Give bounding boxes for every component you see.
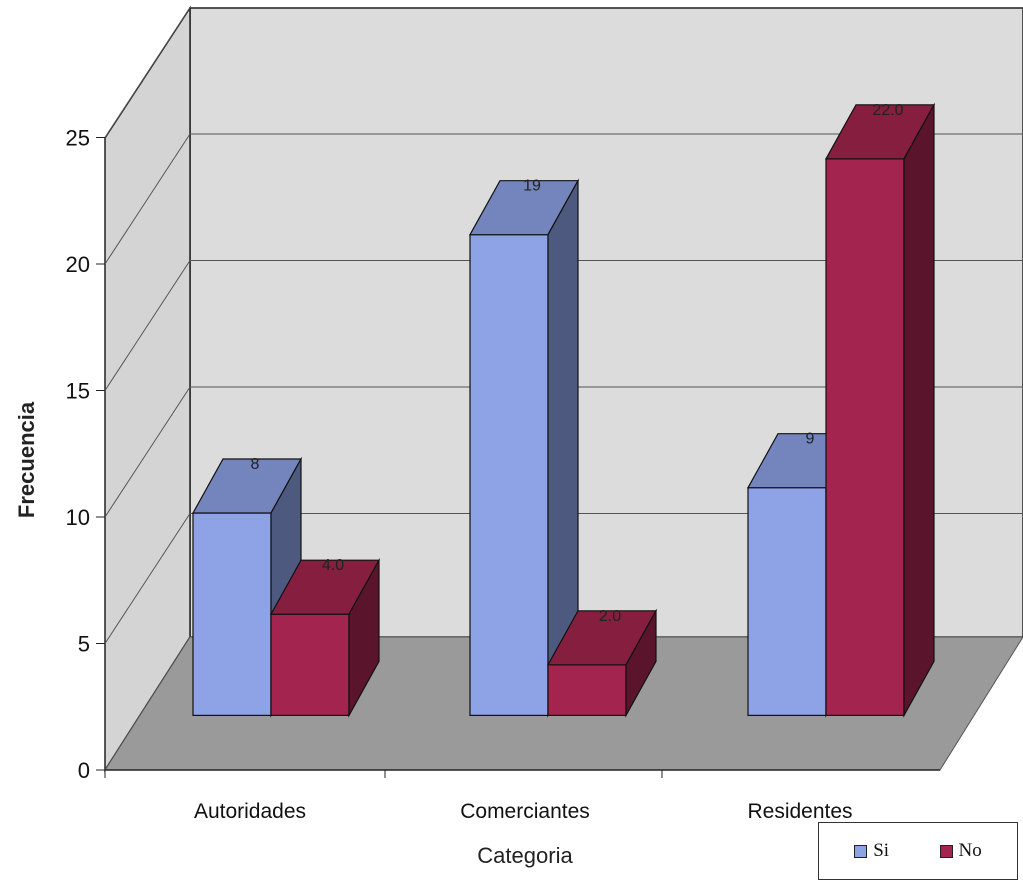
y-tick-label: 25 (66, 126, 90, 151)
y-tick-label: 10 (66, 505, 90, 530)
y-tick-label: 20 (66, 252, 90, 277)
side-wall (104, 5, 191, 773)
y-axis-ticks: 0 5 10 15 20 25 (66, 126, 940, 783)
data-label: 8 (251, 456, 260, 473)
legend-label-no: No (958, 840, 982, 861)
bar-no-comerciantes (547, 664, 627, 716)
legend: Si No (818, 822, 1018, 880)
gridline-side (104, 386, 191, 518)
data-label: 22.0 (872, 102, 903, 119)
x-category-label: Residentes (747, 800, 852, 823)
legend-item-no: No (939, 840, 982, 862)
bar-si-residentes (747, 487, 827, 717)
data-label: 9 (806, 431, 815, 448)
legend-swatch-si (854, 844, 868, 858)
bar-no-residentes (825, 158, 905, 716)
y-tick-label: 15 (66, 379, 90, 404)
gridline-side (104, 513, 191, 644)
x-axis-title: Categoria (477, 843, 573, 868)
data-label: 4.0 (322, 557, 344, 574)
gridline-side (104, 260, 191, 391)
bar-side (348, 557, 380, 718)
legend-item-si: Si (854, 840, 889, 862)
bar-side (903, 102, 935, 718)
bar-si-autoridades (192, 512, 272, 716)
data-label: 2.0 (599, 608, 621, 625)
y-tick-label: 0 (78, 758, 90, 783)
x-axis-categories: Autoridades Comerciantes Residentes (104, 770, 853, 823)
x-category-label: Autoridades (194, 800, 306, 823)
y-axis-title: Frecuencia (14, 401, 39, 518)
x-category-label: Comerciantes (460, 800, 590, 823)
bar-si-comerciantes (469, 234, 549, 717)
legend-swatch-no (939, 844, 953, 858)
gridline-side (104, 7, 191, 138)
bars (191, 102, 936, 718)
bar-side (625, 608, 657, 718)
data-label: 19 (523, 178, 541, 195)
y-tick-label: 5 (78, 632, 90, 657)
data-labels: 8 4.0 19 2.0 9 22.0 (251, 102, 904, 625)
gridline-side (104, 133, 191, 265)
legend-label-si: Si (873, 840, 890, 861)
bar-no-autoridades (270, 613, 350, 717)
